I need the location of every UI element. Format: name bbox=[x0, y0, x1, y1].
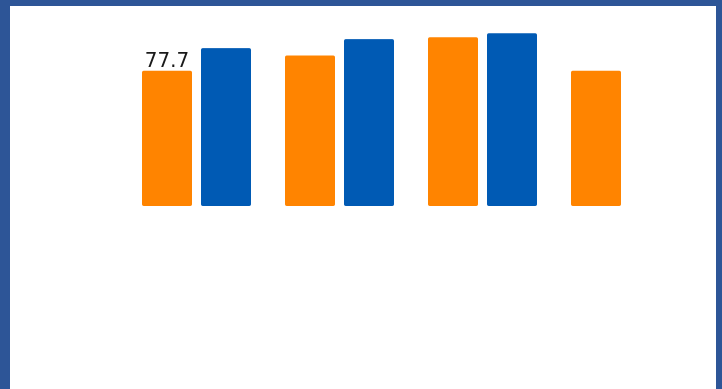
data-labels-group: 77.7 bbox=[145, 48, 190, 72]
bar-s1-c1 bbox=[344, 39, 394, 206]
bar-s1-c0 bbox=[201, 48, 251, 206]
bar-s0-c1 bbox=[285, 55, 335, 206]
bar-s1-c2 bbox=[487, 33, 537, 206]
bar-chart: 77.7 bbox=[142, 33, 621, 206]
chart-frame: 77.7 bbox=[10, 6, 716, 389]
bar-s0-c0 bbox=[142, 70, 192, 206]
bars-group bbox=[142, 33, 621, 206]
bar-s0-c3 bbox=[571, 70, 621, 206]
bar-s0-c2 bbox=[428, 37, 478, 206]
data-label-0: 77.7 bbox=[145, 48, 190, 72]
